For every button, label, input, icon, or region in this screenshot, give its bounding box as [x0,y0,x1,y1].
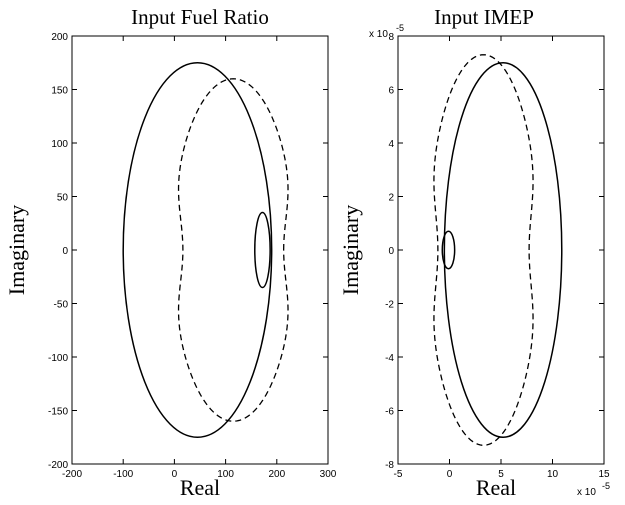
plot-frame [71,35,329,465]
x-tick-label: 5 [498,469,504,480]
y-multiplier-exp: -5 [396,23,404,33]
x-axis-label: Real [476,475,516,500]
x-tick-label: 200 [268,469,285,480]
y-axis-label: Imaginary [4,205,29,295]
y-tick-label: 0 [388,246,394,257]
x-tick-label: 100 [217,469,234,480]
dashed-curve [177,78,289,422]
x-multiplier-label: x 10 [577,487,596,498]
x-tick-label: 0 [172,469,178,480]
x-tick-label: 15 [598,469,610,480]
y-tick-label: -150 [48,407,68,418]
y-tick-label: 2 [388,193,394,204]
y-tick-label: 8 [388,32,394,43]
y-tick-label: 4 [388,139,394,150]
solid-curve [254,211,271,289]
x-tick-label: 0 [447,469,453,480]
y-tick-label: -200 [48,460,68,471]
plot-frame [397,35,605,465]
x-axis-label: Real [180,475,220,500]
y-tick-label: 200 [51,32,68,43]
y-axis-label: Imaginary [338,205,363,295]
x-tick-label: -200 [62,469,82,480]
x-tick-label: 300 [320,469,337,480]
curve-group [122,62,289,438]
y-multiplier: x 10 -5 [369,23,404,40]
x-tick-label: 10 [547,469,559,480]
y-multiplier-label: x 10 [369,29,388,40]
x-tick-label: -5 [394,469,403,480]
subplot-imep: Input IMEP -5 0 5 10 15 8 6 4 2 0 -2 -4 -6 -8 Real Im… [338,5,610,500]
y-tick-label: -4 [385,353,394,364]
solid-curve [441,230,456,270]
x-tick-label: -100 [113,469,133,480]
solid-curve [443,62,563,438]
y-tick-label: -6 [385,407,394,418]
y-tick-label: 150 [51,86,68,97]
y-tick-label: -2 [385,300,394,311]
y-tick-label: 50 [57,193,69,204]
tick-group: -200 -100 0 100 200 300 200 150 100 50 0 -50 -100 -15… [48,32,337,480]
y-tick-label: 6 [388,86,394,97]
chart-title: Input IMEP [434,5,534,29]
chart-title: Input Fuel Ratio [131,5,269,29]
y-tick-label: -100 [48,353,68,364]
subplot-fuel-ratio: Input Fuel Ratio -200 -100 0 100 200 300 200 15… [4,5,337,500]
x-multiplier-exp: -5 [602,481,610,491]
solid-curve [122,62,273,438]
dashed-curve [433,54,534,446]
y-tick-label: 0 [62,246,68,257]
curve-group [433,54,563,446]
y-tick-label: 100 [51,139,68,150]
tick-group: -5 0 5 10 15 8 6 4 2 0 -2 -4 -6 -8 [385,32,610,480]
y-tick-label: -50 [54,300,69,311]
y-tick-label: -8 [385,460,394,471]
x-multiplier: x 10 -5 [577,481,610,498]
